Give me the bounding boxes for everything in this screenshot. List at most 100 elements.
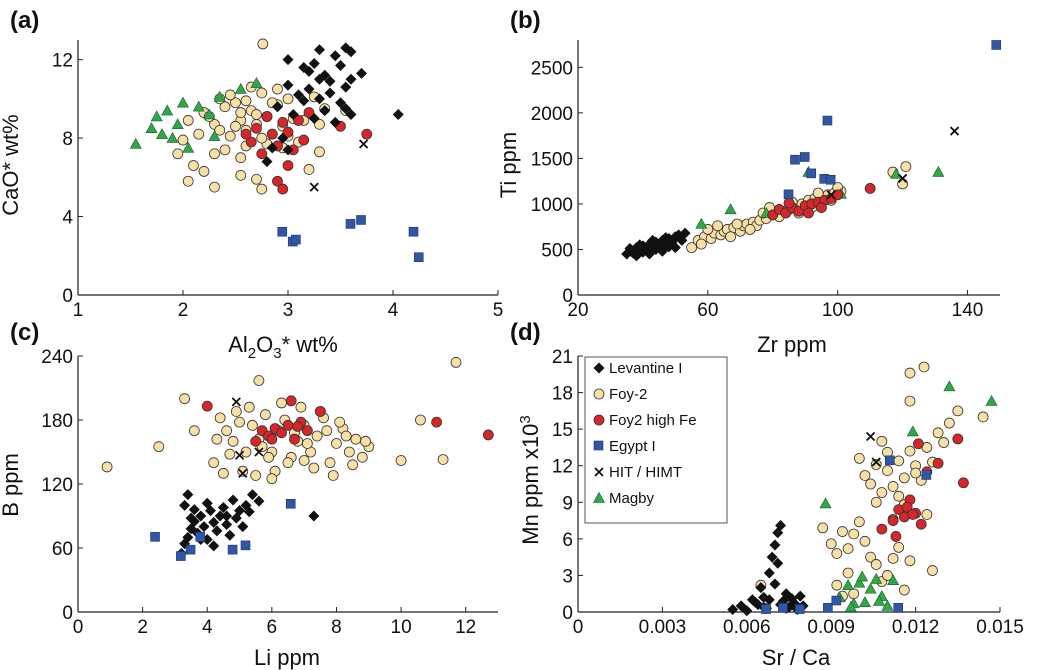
- panel-a-point-levantine: [392, 109, 404, 121]
- panel-c-point-foy2: [208, 457, 220, 469]
- panel-c-point-levantine: [221, 510, 233, 522]
- panel-b-point-magby: [695, 217, 708, 229]
- panel-c-point-foy2: [250, 470, 262, 481]
- panel-d-point-magby: [870, 572, 883, 584]
- panel-b-point-egypt: [991, 40, 1002, 50]
- panel-a-point-foy2: [251, 109, 262, 120]
- panel-b-y-tick-label: 0: [562, 286, 573, 307]
- panel-c-x-tick-label: 12: [455, 617, 476, 638]
- panel-b-point-levantine: [656, 245, 668, 257]
- panel-a-point-levantine: [308, 58, 320, 70]
- legend-label-foy2: Foy-2: [609, 386, 647, 403]
- panel-c-point-levantine: [188, 504, 200, 516]
- panel-a-point-foy2: [235, 107, 247, 118]
- panel-d-point-foy2: [977, 411, 989, 423]
- panel-d-y-tick-label: 15: [552, 420, 573, 441]
- panel-a-series-egypt: [277, 215, 424, 263]
- panel-d-ylabel: Mn ppm x103: [517, 415, 543, 544]
- panel-b-series-foy2-high-fe: [767, 183, 876, 221]
- panel-d-point-foy2: [952, 405, 964, 417]
- panel-d-label: (d): [510, 319, 541, 346]
- panel-d-point-foy2: [898, 472, 910, 484]
- panel-a-point-magby: [192, 100, 205, 112]
- panel-c-x-tick-label: 2: [137, 617, 148, 638]
- panel-c-point-foy2: [356, 451, 368, 463]
- panel-d-point-levantine: [755, 582, 767, 594]
- panel-c-point-foy2: [259, 409, 271, 421]
- panel-b-point-foy2: [712, 220, 723, 232]
- panel-d-point-magby: [906, 425, 919, 437]
- panel-c-point-levantine: [253, 495, 265, 507]
- legend-entry-hit: HIT / HIMT: [594, 464, 682, 481]
- panel-b-point-levantine: [679, 227, 691, 239]
- panel-d-x-tick-label: 0.006: [723, 617, 771, 638]
- panel-a-y-tick-label: 0: [62, 286, 73, 307]
- panel-c-point-foy2: [237, 465, 249, 477]
- panel-a-point-foy2-high-fe: [277, 183, 289, 195]
- panel-a-point-foy2: [235, 169, 247, 181]
- panel-d-point-foy2: [842, 567, 854, 579]
- panel-c-point-levantine: [179, 499, 191, 511]
- panel-d-point-egypt: [884, 455, 895, 466]
- panel-c-point-foy2: [301, 438, 313, 449]
- panel-c-x-tick-label: 0: [73, 617, 84, 638]
- panel-a-point-foy2: [282, 93, 294, 105]
- legend-marker-symbol: [593, 362, 605, 374]
- panel-d-point-levantine: [775, 519, 787, 531]
- panel-c-point-foy2: [321, 425, 333, 437]
- panel-a-point-foy2: [219, 144, 231, 156]
- panel-a-point-foy2-high-fe: [293, 115, 304, 126]
- panel-a-point-foy2: [314, 146, 325, 158]
- panel-c-point-levantine: [208, 540, 220, 552]
- panel-d-point-foy2: [910, 467, 921, 479]
- panel-a-point-levantine: [282, 54, 294, 66]
- panel-d-ylabel-part-1: Mn ppm x10: [518, 424, 543, 545]
- panel-c-point-foy2-high-fe: [201, 400, 213, 412]
- panel-c-point-egypt: [185, 544, 196, 555]
- panel-d-point-hit: [865, 431, 876, 442]
- panel-a-point-magby: [155, 128, 169, 139]
- panel-d-point-foy2-high-fe: [913, 438, 924, 450]
- panel-a-point-foy2: [209, 148, 220, 160]
- panel-d-point-egypt: [893, 603, 904, 613]
- panel-c-point-foy2: [295, 401, 307, 413]
- panel-a-point-foy2: [256, 183, 268, 195]
- panel-a-point-magby: [208, 129, 221, 141]
- panel-d-plot: 0 0.003 0.006 0.009 0.012 0.015 0 3 6 9 12 15 18 21: [552, 347, 1024, 638]
- panel-c-point-hit: [231, 397, 241, 407]
- panel-d-point-foy2: [870, 496, 882, 508]
- panel-d-point-foy2-high-fe: [952, 433, 964, 445]
- panel-a-point-magby: [166, 131, 179, 143]
- panel-d-y-tick-label: 12: [552, 457, 573, 478]
- panel-c-point-foy2: [230, 406, 242, 417]
- panel-c-point-foy2: [324, 457, 336, 469]
- panel-c-point-foy2: [450, 356, 462, 368]
- legend-label-magby: Magby: [609, 490, 655, 507]
- panel-a-point-foy2-high-fe: [256, 148, 268, 160]
- panel-a-series-hit: [309, 139, 369, 192]
- panel-c-point-foy2: [211, 433, 223, 445]
- panel-c-point-foy2: [350, 433, 362, 445]
- panel-a-point-levantine: [266, 142, 278, 154]
- panel-d-point-levantine: [727, 604, 739, 616]
- panel-a-point-levantine: [303, 83, 315, 95]
- panel-c-x-tick-label: 8: [331, 617, 342, 638]
- panel-b: (b) Ti ppm Zr ppm 20 60 100 140 0 500 1000 1500…: [496, 7, 1002, 357]
- panel-b-point-foy2-high-fe: [832, 189, 844, 201]
- panel-d-point-foy2: [887, 552, 899, 564]
- panel-c-point-foy2-high-fe: [482, 429, 494, 441]
- panel-c-point-foy2-high-fe: [282, 419, 294, 431]
- panel-a-point-levantine: [329, 50, 341, 62]
- panel-d-point-magby: [853, 576, 866, 588]
- panel-c-series-levantine: [175, 489, 320, 559]
- panel-c-point-foy2-high-fe: [314, 406, 326, 417]
- panel-a-point-magby: [234, 82, 247, 94]
- panel-d-point-foy2-high-fe: [890, 531, 902, 542]
- panel-d-x-tick-label: 0: [573, 617, 584, 638]
- panel-a-point-foy2: [240, 95, 252, 107]
- panel-a-point-levantine: [335, 60, 346, 71]
- panel-d-point-foy2: [853, 516, 865, 528]
- panel-a-x-tick-label: 5: [493, 300, 504, 321]
- panel-a-point-foy2-high-fe: [272, 175, 283, 187]
- panel-d-point-foy2: [904, 367, 916, 379]
